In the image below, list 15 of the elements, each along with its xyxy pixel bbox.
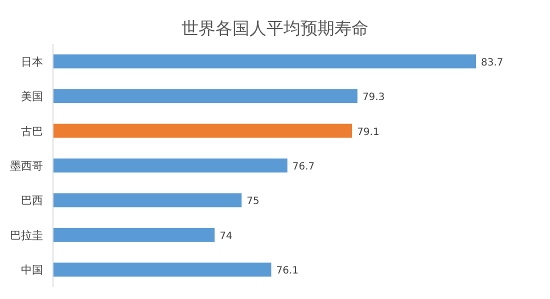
y-tick-label: 中国 (21, 264, 43, 277)
y-tick-label: 墨西哥 (10, 160, 43, 172)
y-tick-label: 巴西 (21, 194, 43, 208)
data-label: 79.3 (362, 92, 385, 104)
data-label: 75 (246, 196, 260, 208)
y-tick-label: 古巴 (21, 124, 43, 138)
y-tick-label: 巴拉圭 (10, 228, 43, 242)
data-label: 76.1 (276, 266, 298, 277)
data-label: 76.7 (292, 162, 315, 172)
y-tick-label: 美国 (21, 90, 43, 104)
data-label: 79.1 (357, 126, 380, 138)
y-tick-label: 日本 (21, 55, 43, 68)
chart-title: 世界各国人平均预期寿命 (182, 19, 368, 39)
data-label: 83.7 (481, 57, 504, 68)
data-label: 74 (220, 230, 232, 242)
